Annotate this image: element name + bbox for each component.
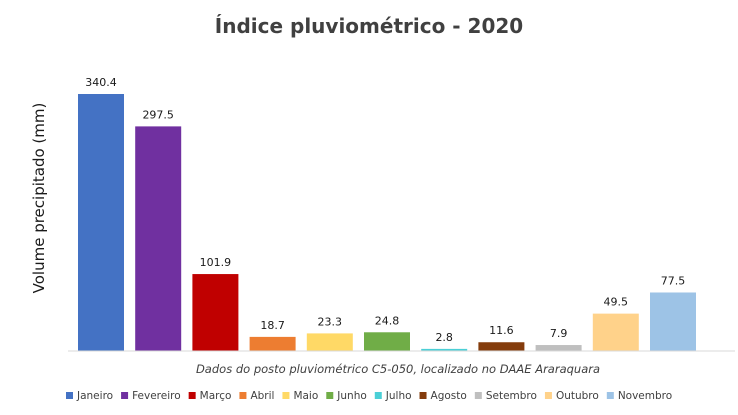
legend-swatch-agosto [419, 392, 427, 399]
legend-label-novembro: Novembro [618, 390, 672, 402]
bar-janeiro [78, 94, 124, 351]
bar-setembro [535, 345, 582, 351]
data-label-abril: 18.7 [260, 319, 285, 332]
chart-title: Índice pluviométrico - 2020 [215, 14, 523, 38]
bar-agosto [478, 342, 525, 351]
x-axis-label: Dados do posto pluviométrico C5-050, loc… [196, 362, 600, 376]
legend-item-abril: Abril [239, 390, 274, 402]
legend-swatch-julho [374, 392, 382, 399]
bar-fevereiro [135, 126, 182, 351]
legend-item-agosto: Agosto [419, 390, 467, 402]
legend-label-abril: Abril [250, 390, 274, 402]
data-label-fevereiro: 297.5 [142, 108, 174, 121]
legend-swatch-novembro [606, 392, 614, 399]
bar-abril [249, 336, 296, 351]
data-label-setembro: 7.9 [550, 327, 568, 340]
legend-item-junho: Junho [326, 390, 367, 402]
legend-item-novembro: Novembro [606, 390, 672, 402]
bar-novembro [650, 292, 696, 351]
legend-label-marco: Março [200, 390, 232, 402]
legend-item-outubro: Outubro [544, 390, 599, 402]
legend-swatch-fevereiro [121, 392, 129, 399]
data-label-junho: 24.8 [375, 314, 400, 327]
bars: 340.4 297.5 101.9 18.7 23.3 24.8 2.8 11.6 7.9 49.… [78, 76, 696, 351]
legend-label-setembro: Setembro [486, 390, 537, 402]
bar-outubro [592, 313, 639, 351]
legend-label-maio: Maio [293, 390, 318, 402]
data-label-janeiro: 340.4 [85, 76, 117, 89]
bar-marco [192, 274, 239, 351]
legend-swatch-abril [239, 392, 247, 399]
data-label-novembro: 77.5 [661, 274, 686, 287]
y-axis-label: Volume precipitado (mm) [30, 103, 48, 294]
legend-label-fevereiro: Fevereiro [132, 390, 181, 402]
data-label-outubro: 49.5 [604, 296, 629, 309]
legend-swatch-janeiro [66, 392, 73, 399]
legend-label-janeiro: Janeiro [76, 390, 113, 402]
data-label-marco: 101.9 [200, 256, 232, 269]
legend-swatch-outubro [544, 392, 552, 399]
legend-item-maio: Maio [282, 390, 318, 402]
legend-item-julho: Julho [374, 390, 412, 402]
data-label-agosto: 11.6 [489, 324, 514, 337]
legend-swatch-setembro [474, 392, 482, 399]
legend-label-outubro: Outubro [556, 390, 599, 402]
legend-label-junho: Junho [336, 390, 367, 402]
legend-swatch-marco [188, 392, 196, 399]
legend: Janeiro Fevereiro Março Abril Maio Junho Julho… [66, 390, 672, 402]
bar-junho [364, 332, 410, 351]
bar-julho [421, 348, 468, 351]
data-label-julho: 2.8 [435, 331, 453, 344]
legend-item-fevereiro: Fevereiro [121, 390, 181, 402]
legend-swatch-maio [282, 392, 290, 399]
legend-swatch-junho [326, 392, 334, 399]
legend-item-marco: Março [188, 390, 232, 402]
bar-maio [306, 333, 353, 351]
legend-item-setembro: Setembro [474, 390, 537, 402]
legend-item-janeiro: Janeiro [66, 390, 113, 402]
legend-label-julho: Julho [385, 390, 412, 402]
legend-label-agosto: Agosto [431, 390, 467, 402]
data-label-maio: 23.3 [318, 315, 343, 328]
